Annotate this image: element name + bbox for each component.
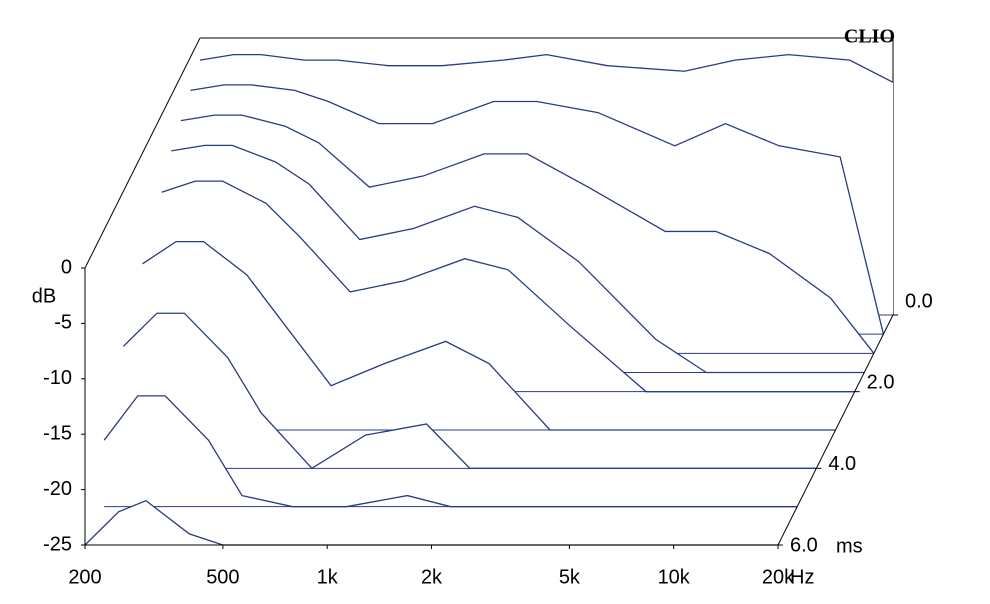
frame-line bbox=[777, 314, 894, 546]
frame-line bbox=[84, 37, 201, 269]
slice-fill bbox=[104, 395, 798, 507]
x-tick-label: 2k bbox=[421, 566, 443, 588]
x-tick-label: 20k bbox=[762, 566, 795, 588]
slice-line bbox=[190, 84, 885, 335]
y-tick-label: -5 bbox=[54, 312, 72, 334]
z-tick-label: 2.0 bbox=[867, 372, 895, 394]
watermark: CLIO bbox=[844, 26, 895, 48]
x-unit: Hz bbox=[790, 566, 814, 588]
slice-line bbox=[199, 53, 894, 83]
x-tick-label: 10k bbox=[658, 566, 691, 588]
y-tick-label: 0 bbox=[61, 256, 72, 278]
x-tick-label: 200 bbox=[68, 566, 101, 588]
z-tick-label: 4.0 bbox=[828, 453, 856, 475]
x-tick-label: 500 bbox=[206, 566, 239, 588]
y-tick-label: -25 bbox=[43, 533, 72, 555]
slice-fill bbox=[85, 500, 778, 545]
y-tick-label: -15 bbox=[43, 422, 72, 444]
slice-fill bbox=[161, 181, 855, 392]
x-tick-label: 1k bbox=[317, 566, 339, 588]
x-tick-label: 5k bbox=[559, 566, 581, 588]
slice-fill bbox=[142, 241, 836, 430]
y-tick-label: -10 bbox=[43, 367, 72, 389]
z-tick-label: 0.0 bbox=[905, 290, 933, 312]
z-unit: ms bbox=[836, 535, 863, 557]
slice-line bbox=[180, 114, 875, 354]
y-tick-label: -20 bbox=[43, 478, 72, 500]
z-tick-label: 6.0 bbox=[790, 534, 818, 556]
y-unit: dB bbox=[32, 285, 56, 307]
